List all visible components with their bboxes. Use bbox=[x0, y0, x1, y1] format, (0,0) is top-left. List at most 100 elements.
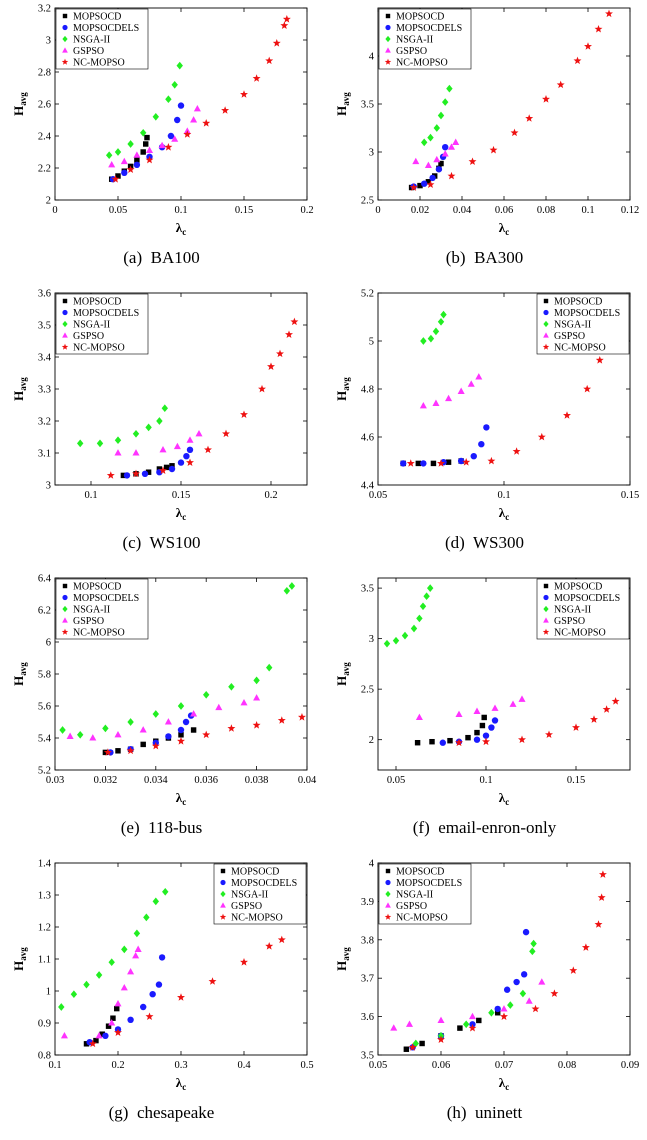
data-point bbox=[173, 442, 181, 450]
data-point bbox=[277, 935, 286, 944]
data-point bbox=[595, 356, 604, 364]
y-axis-label: Havg bbox=[334, 662, 351, 686]
data-point bbox=[133, 929, 141, 938]
y-tick-label: 1.2 bbox=[38, 923, 51, 934]
legend-box bbox=[378, 863, 472, 925]
data-point bbox=[280, 21, 289, 29]
x-tick-label: 0.032 bbox=[94, 775, 118, 786]
x-axis-label: λc bbox=[176, 790, 186, 807]
legend-box bbox=[536, 578, 630, 640]
x-tick-label: 0.07 bbox=[495, 1060, 513, 1071]
data-point bbox=[415, 460, 422, 467]
data-point bbox=[426, 180, 435, 189]
y-tick-label: 2.5 bbox=[361, 196, 374, 207]
data-point bbox=[455, 738, 463, 747]
legend-marker bbox=[542, 343, 550, 350]
data-point bbox=[437, 317, 445, 326]
x-tick-label: 0.05 bbox=[369, 490, 387, 501]
data-point bbox=[605, 9, 613, 18]
legend-label: NSGA-II bbox=[554, 605, 591, 616]
data-point bbox=[127, 718, 134, 726]
data-point bbox=[447, 143, 456, 150]
y-axis-label-sub: avg bbox=[341, 947, 351, 961]
data-point bbox=[195, 429, 203, 437]
data-point bbox=[470, 453, 477, 460]
y-tick-label: 3.6 bbox=[361, 1012, 374, 1023]
data-point bbox=[406, 459, 415, 467]
data-point bbox=[134, 157, 140, 163]
data-point bbox=[152, 710, 159, 718]
data-point bbox=[177, 726, 185, 734]
y-tick-label: 3.4 bbox=[38, 353, 52, 364]
data-point bbox=[438, 160, 444, 167]
x-axis-label: λc bbox=[176, 505, 186, 522]
data-point bbox=[164, 718, 172, 725]
data-point bbox=[519, 989, 527, 998]
data-point bbox=[432, 327, 440, 336]
data-point bbox=[525, 997, 533, 1004]
series-nsga-ii bbox=[420, 310, 447, 345]
data-point bbox=[202, 730, 211, 739]
subfigure-caption: (d) WS300 bbox=[444, 533, 524, 552]
y-tick-label: 5 bbox=[369, 337, 374, 348]
y-tick-label: 5.6 bbox=[38, 702, 51, 713]
data-point bbox=[267, 362, 275, 370]
x-tick-label: 0.09 bbox=[621, 1060, 639, 1071]
x-tick-label: 0.034 bbox=[144, 775, 168, 786]
legend-marker bbox=[384, 913, 392, 920]
data-point bbox=[446, 84, 453, 93]
data-point bbox=[518, 695, 526, 702]
data-point bbox=[487, 456, 496, 465]
data-point bbox=[481, 714, 487, 721]
x-tick-label: 0.2 bbox=[111, 1060, 124, 1071]
legend-marker bbox=[385, 868, 391, 874]
subfigure-caption: (a) BA100 bbox=[123, 248, 200, 267]
x-tick-label: 0.1 bbox=[84, 490, 97, 501]
chart-svg: 0 0.05 0.1 0.15 0.2 2 2.2 2.4 2.6 2.8 3 3.2 λc Havg MO… bbox=[11, 4, 314, 238]
data-point bbox=[140, 149, 146, 155]
data-point bbox=[581, 943, 590, 951]
data-point bbox=[483, 424, 490, 431]
data-point bbox=[163, 464, 170, 471]
series-mopsocd bbox=[414, 714, 487, 746]
data-point bbox=[590, 715, 598, 723]
legend-marker bbox=[385, 890, 391, 898]
data-point bbox=[115, 173, 121, 179]
series-gspso bbox=[108, 104, 201, 168]
data-point bbox=[140, 128, 147, 137]
legend-label: MOPSOCDELS bbox=[73, 593, 139, 604]
series-nsga-ii bbox=[77, 404, 168, 448]
data-point bbox=[83, 1041, 90, 1047]
y-tick-label: 1.1 bbox=[38, 955, 51, 966]
series-mopsocdels bbox=[400, 424, 490, 467]
data-point bbox=[432, 399, 440, 406]
data-point bbox=[165, 95, 172, 104]
plot-frame bbox=[377, 292, 631, 486]
x-tick-label: 0.036 bbox=[194, 775, 218, 786]
data-point bbox=[503, 986, 511, 993]
data-point bbox=[455, 710, 463, 717]
data-point bbox=[144, 134, 150, 141]
data-point bbox=[204, 445, 212, 454]
y-axis-label: Havg bbox=[334, 377, 351, 401]
subfigure-caption: (h) uninett bbox=[446, 1103, 523, 1122]
x-axis-label-sub: c bbox=[505, 227, 509, 237]
data-point bbox=[222, 429, 230, 438]
legend-label: MOPSOCDELS bbox=[396, 878, 462, 889]
data-point bbox=[419, 602, 427, 611]
data-point bbox=[475, 373, 483, 380]
data-point bbox=[510, 128, 519, 137]
chart-svg: 0.1 0.2 0.3 0.4 0.5 0.8 0.9 1 1.1 1.2 1.3 1.4 λc Havg… bbox=[11, 859, 314, 1093]
data-point bbox=[437, 1035, 445, 1044]
data-point bbox=[542, 95, 550, 103]
data-point bbox=[283, 586, 291, 595]
data-point bbox=[145, 146, 154, 153]
x-tick-label: 0.08 bbox=[537, 205, 555, 216]
x-tick-label: 0.12 bbox=[621, 205, 639, 216]
series-nc-mopso bbox=[103, 713, 306, 756]
legend-label: GSPSO bbox=[396, 901, 427, 912]
series-gspso bbox=[114, 429, 203, 456]
data-point bbox=[215, 703, 223, 711]
